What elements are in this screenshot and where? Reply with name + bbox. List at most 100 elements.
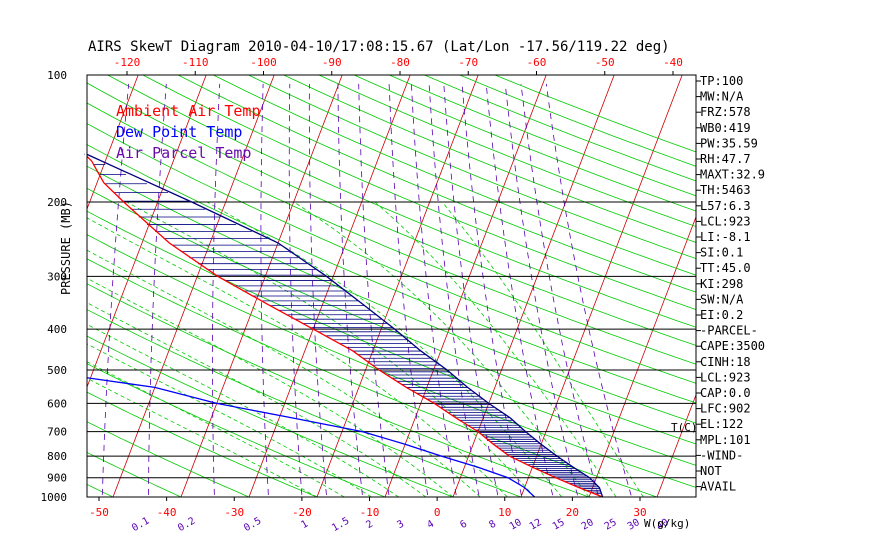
- mixing-ratio-label: 1.5: [330, 516, 351, 535]
- legend-entry: Ambient Air Temp: [116, 102, 261, 120]
- legend-entry: Air Parcel Temp: [116, 144, 251, 162]
- top-tick-label: -70: [458, 56, 478, 69]
- mixing-ratio-label: 12: [528, 517, 544, 533]
- stability-index-label: TH:5463: [700, 183, 751, 197]
- x-axis-label-temp: T(C): [671, 421, 698, 434]
- stability-index-label: EL:122: [700, 417, 743, 431]
- bottom-tick-label: 20: [566, 506, 579, 519]
- moist-adiabat-line: [441, 201, 644, 497]
- pressure-tick-label: 400: [47, 323, 67, 336]
- stability-index-label: NOT: [700, 464, 722, 478]
- moist-adiabat-line: [126, 201, 535, 497]
- mixing-ratio-line: [545, 83, 633, 497]
- moist-adiabat-line: [293, 201, 590, 497]
- stability-index-label: LI:-8.1: [700, 230, 751, 244]
- isotherm-line: [0, 66, 6, 506]
- dry-adiabat-line: [87, 210, 696, 466]
- mixing-ratio-line: [101, 83, 130, 497]
- mixing-ratio-line: [148, 83, 167, 497]
- stability-index-label: -WIND-: [700, 448, 743, 462]
- stability-index-label: TP:100: [700, 74, 743, 88]
- stability-index-label: CAPE:3500: [700, 339, 765, 353]
- legend-entry: Dew Point Temp: [116, 123, 242, 141]
- stability-index-label: AVAIL: [700, 480, 736, 494]
- bottom-tick-label: -20: [292, 506, 312, 519]
- isotherm-line: [112, 75, 275, 497]
- mixing-ratio-label: 6: [458, 519, 469, 532]
- stability-index-label: MAXT:32.9: [700, 168, 765, 182]
- dry-adiabat-line: [87, 452, 182, 497]
- stability-index-label: SI:0.1: [700, 246, 743, 260]
- dry-adiabat-line: [87, 335, 455, 497]
- top-tick-label: -40: [663, 56, 683, 69]
- top-tick-label: -50: [595, 56, 615, 69]
- bottom-tick-label: 10: [498, 506, 511, 519]
- pressure-tick-label: 300: [47, 270, 67, 283]
- moist-adiabat-line: [87, 343, 372, 497]
- pressure-tick-label: 100: [47, 69, 67, 82]
- isotherm-line: [452, 75, 615, 497]
- moist-adiabat-line: [206, 201, 563, 497]
- isotherm-line: [87, 75, 139, 211]
- top-tick-label: -120: [114, 56, 141, 69]
- mixing-ratio-label: 4: [425, 519, 436, 532]
- stability-index-label: MW:N/A: [700, 90, 744, 104]
- pressure-tick-label: 800: [47, 450, 67, 463]
- dry-adiabat-line: [177, 75, 696, 293]
- stability-index-label: LCL:923: [700, 370, 751, 384]
- stability-index-label: LFC:902: [700, 402, 751, 416]
- dry-adiabat-line: [87, 144, 696, 404]
- mixing-ratio-label: 20: [580, 517, 596, 533]
- stability-index-label: SW:N/A: [700, 292, 744, 306]
- stability-index-label: L57:6.3: [700, 199, 751, 213]
- mixing-ratio-line: [260, 83, 269, 497]
- mixing-ratio-label: 10: [508, 517, 524, 533]
- pressure-tick-label: 1000: [41, 491, 68, 504]
- stability-index-label: RH:47.7: [700, 152, 751, 166]
- mixing-ratio-label: 40: [655, 517, 671, 533]
- dry-adiabat-line: [0, 66, 63, 506]
- isotherm-line: [588, 215, 696, 497]
- top-tick-label: -60: [527, 56, 547, 69]
- dry-adiabat-line: [87, 165, 696, 424]
- series-line-dew-point-temp: [87, 377, 536, 497]
- x-axis-label-mixing-ratio: W(g/kg): [644, 517, 690, 530]
- dry-adiabat-line: [282, 75, 696, 243]
- stability-index-label: KI:298: [700, 277, 743, 291]
- bottom-tick-label: -10: [360, 506, 380, 519]
- mixing-ratio-label: 30: [626, 517, 642, 533]
- mixing-ratio-line: [411, 83, 457, 497]
- mixing-ratio-line: [520, 83, 599, 497]
- top-tick-label: -90: [322, 56, 342, 69]
- top-tick-label: -110: [182, 56, 209, 69]
- dry-adiabat-line: [87, 258, 659, 497]
- stability-index-label: PW:35.59: [700, 136, 758, 150]
- dry-adiabat-line: [247, 75, 696, 260]
- stability-index-label: CINH:18: [700, 355, 751, 369]
- mixing-ratio-label: 15: [551, 517, 567, 533]
- mixing-ratio-line: [288, 83, 303, 497]
- stability-index-label: TT:45.0: [700, 261, 751, 275]
- isotherm-line: [384, 75, 547, 497]
- mixing-ratio-line: [485, 83, 554, 497]
- bottom-tick-label: 30: [633, 506, 646, 519]
- bottom-tick-label: -50: [89, 506, 109, 519]
- dry-adiabat-line: [87, 309, 523, 497]
- mixing-ratio-line: [504, 83, 579, 497]
- bottom-tick-label: -30: [224, 506, 244, 519]
- mixing-ratio-label: 8: [487, 519, 498, 532]
- stability-index-label: EI:0.2: [700, 308, 743, 322]
- isotherm-line: [656, 393, 696, 497]
- isotherm-line: [316, 75, 479, 497]
- mixing-ratio-label: 0.5: [242, 516, 263, 535]
- mixing-ratio-line: [308, 83, 328, 497]
- mixing-ratio-label: 0.2: [176, 516, 197, 535]
- mixing-ratio-line: [461, 83, 523, 497]
- mixing-ratio-line: [337, 83, 364, 497]
- stability-index-label: LCL:923: [700, 214, 751, 228]
- y-axis-label: PRESSURE (MB): [59, 201, 73, 295]
- series-line-air-parcel-temp: [87, 153, 604, 497]
- moist-adiabat-line: [87, 302, 427, 497]
